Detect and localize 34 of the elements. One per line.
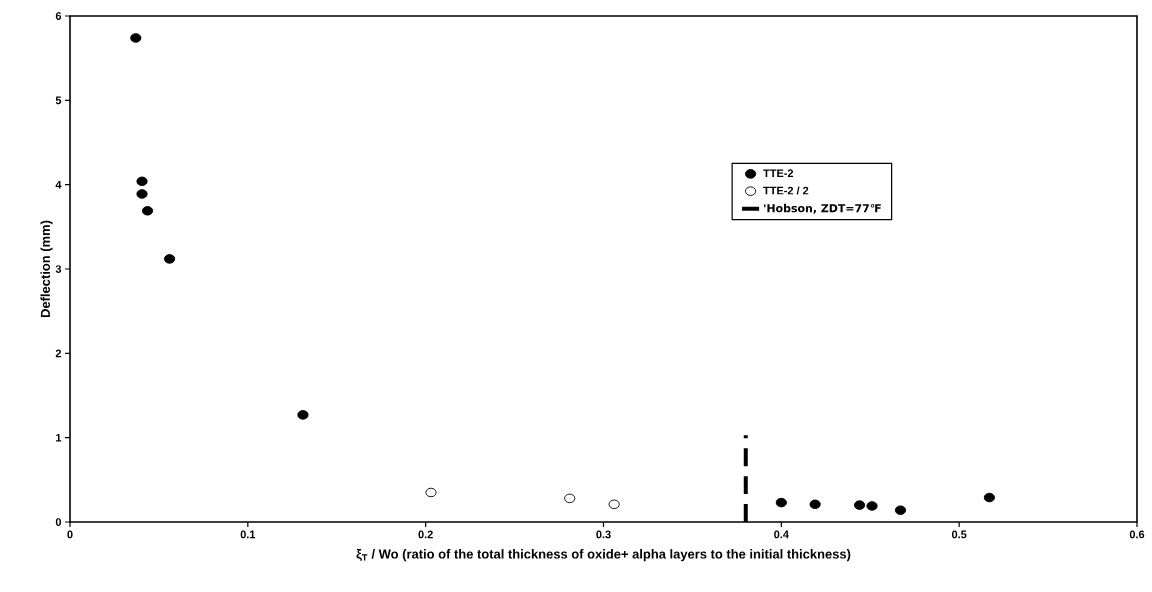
y-tick-label: 2	[55, 349, 62, 358]
point	[894, 505, 907, 515]
point	[136, 189, 148, 199]
legend-label: TTE-2	[763, 169, 794, 177]
x-tick-label: 0.1	[240, 530, 256, 539]
x-tick-label: 0.6	[1129, 530, 1145, 539]
y-axis-title: Deflection (mm)	[40, 220, 53, 318]
x-tick-label: 0.5	[951, 530, 967, 539]
point	[164, 254, 176, 264]
y-tick-label: 0	[55, 518, 62, 526]
point	[297, 410, 309, 420]
x-tick-label: 0.4	[774, 530, 789, 539]
x-tick-label: 0.2	[418, 530, 433, 539]
x-axis-title: ξ$_{T}$ / Wo (ratio of the total thickness of oxide+ alpha layers to the initial thickness)	[356, 549, 851, 562]
point	[141, 206, 154, 216]
point	[130, 33, 142, 43]
point	[809, 499, 821, 510]
legend-label: TTE-2 / 2	[763, 186, 809, 195]
point	[136, 176, 148, 187]
point	[866, 501, 878, 511]
y-tick-label: 3	[55, 265, 62, 273]
y-tick-label: 5	[55, 96, 62, 105]
y-tick-label: 1	[56, 433, 62, 442]
y-tick-label: 6	[55, 12, 62, 20]
x-tick-label: 0.3	[596, 530, 611, 539]
point	[608, 499, 620, 510]
point	[564, 493, 576, 504]
point	[425, 487, 437, 498]
legend-label: 'Hobson, ZDT=77℉	[764, 203, 881, 214]
y-tick-label: 4	[55, 180, 62, 189]
point	[775, 497, 787, 508]
x-tick-label: 0	[67, 530, 73, 539]
point	[853, 500, 866, 510]
point	[983, 492, 995, 503]
